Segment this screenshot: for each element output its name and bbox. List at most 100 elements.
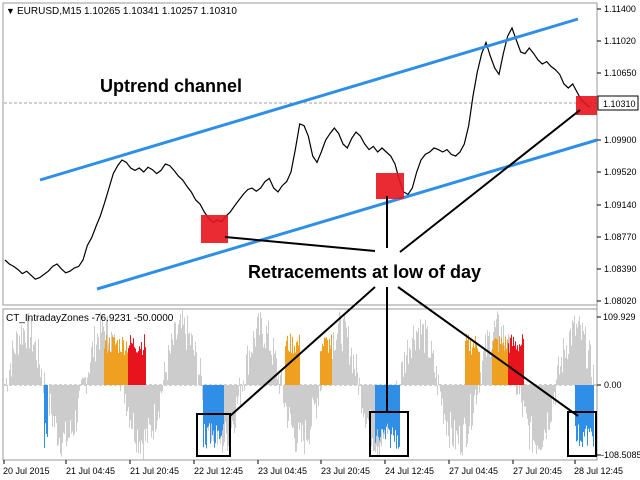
histogram-bar bbox=[435, 378, 436, 385]
histogram-bar bbox=[567, 359, 568, 385]
histogram-peak-bar bbox=[129, 345, 130, 385]
histogram-peak-bar bbox=[522, 334, 523, 385]
histogram-peak-bar bbox=[512, 346, 513, 385]
histogram-trough-bar bbox=[220, 385, 221, 438]
histogram-peak-bar bbox=[321, 350, 322, 385]
histogram-bar bbox=[420, 319, 421, 385]
histogram-peak-bar bbox=[105, 340, 106, 385]
histogram-trough-bar bbox=[590, 385, 591, 429]
histogram-bar bbox=[542, 385, 543, 448]
indicator-highlight-box-1 bbox=[196, 413, 231, 457]
histogram-trough-bar bbox=[581, 385, 582, 442]
histogram-peak-bar bbox=[476, 342, 477, 385]
price-tick: 1.09900 bbox=[597, 135, 637, 145]
histogram-bar bbox=[468, 385, 469, 434]
histogram-bar bbox=[227, 385, 228, 452]
histogram-bar bbox=[551, 385, 552, 422]
histogram-bar bbox=[79, 385, 80, 391]
histogram-bar bbox=[342, 351, 343, 385]
histogram-bar bbox=[523, 385, 524, 401]
histogram-trough-bar bbox=[216, 385, 217, 426]
histogram-bar bbox=[291, 385, 292, 426]
histogram-trough-bar bbox=[46, 385, 47, 434]
svg-text:1.11400: 1.11400 bbox=[604, 4, 636, 14]
histogram-peak-bar bbox=[137, 352, 138, 385]
histogram-peak-bar bbox=[492, 348, 493, 385]
histogram-peak-bar bbox=[327, 339, 328, 385]
histogram-bar bbox=[198, 374, 199, 385]
histogram-bar bbox=[285, 385, 286, 403]
histogram-bar bbox=[345, 321, 346, 385]
histogram-bar bbox=[19, 335, 20, 385]
histogram-trough-bar bbox=[383, 385, 384, 433]
histogram-peak-bar bbox=[125, 350, 126, 385]
histogram-bar bbox=[286, 385, 287, 407]
histogram-bar bbox=[410, 349, 411, 385]
histogram-bar bbox=[332, 359, 333, 385]
histogram-bar bbox=[237, 385, 238, 405]
svg-text:22 Jul 12:45: 22 Jul 12:45 bbox=[194, 466, 243, 476]
histogram-bar bbox=[43, 385, 44, 394]
histogram-bar bbox=[487, 330, 488, 385]
histogram-bar bbox=[491, 350, 492, 385]
histogram-peak-bar bbox=[294, 345, 295, 385]
histogram-bar bbox=[136, 385, 137, 453]
histogram-bar bbox=[74, 385, 75, 434]
histogram-bar bbox=[95, 361, 96, 385]
histogram-bar bbox=[463, 385, 464, 425]
histogram-bar bbox=[242, 385, 243, 392]
histogram-bar bbox=[10, 363, 11, 385]
histogram-bar bbox=[563, 338, 564, 385]
channel-lower-line[interactable] bbox=[96, 138, 598, 291]
histogram-bar bbox=[240, 385, 241, 406]
histogram-trough-bar bbox=[44, 385, 45, 449]
histogram-bar bbox=[164, 361, 165, 385]
histogram-bar bbox=[447, 385, 448, 422]
channel-upper-line[interactable] bbox=[39, 17, 579, 182]
histogram-peak-bar bbox=[510, 337, 511, 385]
histogram-bar bbox=[433, 350, 434, 385]
histogram-peak-bar bbox=[494, 339, 495, 385]
histogram-trough-bar bbox=[377, 385, 378, 430]
histogram-bar bbox=[151, 385, 152, 438]
histogram-bar bbox=[462, 385, 463, 456]
histogram-bar bbox=[178, 324, 179, 385]
histogram-bar bbox=[310, 385, 311, 430]
histogram-bar bbox=[525, 385, 526, 407]
histogram-bar bbox=[51, 385, 52, 415]
histogram-bar bbox=[553, 385, 554, 404]
histogram-bar bbox=[486, 356, 487, 385]
histogram-bar bbox=[35, 340, 36, 385]
histogram-peak-bar bbox=[127, 352, 128, 385]
histogram-peak-bar bbox=[477, 348, 478, 385]
histogram-bar bbox=[57, 385, 58, 447]
histogram-bar bbox=[195, 341, 196, 385]
histogram-bar bbox=[102, 315, 103, 385]
histogram-bar bbox=[199, 374, 200, 385]
histogram-bar bbox=[129, 385, 130, 428]
histogram-bar bbox=[498, 314, 499, 385]
histogram-peak-bar bbox=[138, 351, 139, 385]
price-axis: 1.11400 1.11020 1.10650 1.09900 1.09520 … bbox=[597, 4, 637, 306]
histogram-bar bbox=[168, 344, 169, 385]
histogram-bar bbox=[184, 317, 185, 385]
histogram-bar bbox=[248, 374, 249, 385]
histogram-bar bbox=[415, 350, 416, 385]
histogram-bar bbox=[432, 353, 433, 385]
histogram-bar bbox=[200, 358, 201, 385]
histogram-trough-bar bbox=[391, 385, 392, 435]
chart-dropdown-icon[interactable]: ▼ bbox=[6, 6, 15, 16]
histogram-bar bbox=[31, 318, 32, 385]
histogram-bar bbox=[238, 385, 239, 396]
histogram-bar bbox=[364, 385, 365, 414]
histogram-bar bbox=[190, 345, 191, 385]
histogram-bar bbox=[158, 385, 159, 412]
price-tick: 1.09140 bbox=[597, 200, 637, 210]
histogram-bar bbox=[24, 330, 25, 385]
histogram-bar bbox=[159, 385, 160, 419]
histogram-bar bbox=[554, 385, 555, 392]
histogram-bar bbox=[429, 357, 430, 385]
histogram-bar bbox=[225, 385, 226, 422]
histogram-peak-bar bbox=[130, 335, 131, 385]
histogram-bar bbox=[418, 328, 419, 385]
